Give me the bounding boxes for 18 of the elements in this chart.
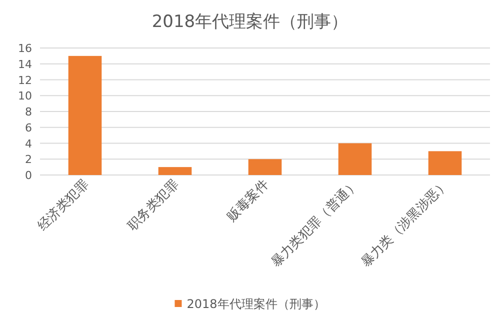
x-tick-label: 职务类犯罪	[125, 177, 182, 234]
y-tick-label: 0	[25, 169, 32, 182]
y-tick-label: 4	[25, 137, 32, 150]
y-tick-label: 16	[18, 42, 32, 55]
legend: 2018年代理案件（刑事）	[174, 297, 326, 311]
bar	[428, 151, 462, 175]
bar	[248, 159, 282, 175]
x-tick-label: 经济类犯罪	[35, 177, 92, 234]
y-tick-label: 8	[25, 106, 32, 118]
title: 2018年代理案件（刑事）	[152, 12, 348, 32]
y-tick-label: 6	[25, 121, 32, 134]
bar	[68, 56, 102, 175]
y-tick-label: 12	[18, 74, 32, 87]
y-tick-label: 10	[18, 90, 32, 103]
y-tick-label: 14	[18, 58, 32, 71]
y-tick-label: 2	[25, 153, 32, 166]
bar	[158, 167, 192, 175]
bar	[338, 143, 372, 175]
